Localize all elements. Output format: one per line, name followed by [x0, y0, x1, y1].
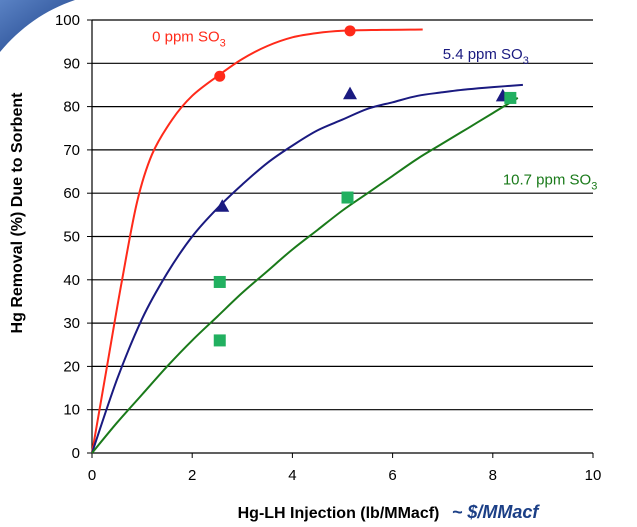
data-point-triangle: [215, 199, 230, 212]
tick-labels: 0 10 20 30 40 50 60 70 80 90 100 0 2 4 6 8 10: [55, 12, 601, 484]
x-tick-label: 4: [288, 467, 296, 484]
y-tick-label: 100: [55, 12, 80, 29]
fit-curve-red: [91, 28, 423, 454]
x-tick-label: 6: [388, 467, 396, 484]
data-point-square: [341, 191, 354, 204]
x-tick-label: 8: [489, 467, 497, 484]
fit-curve-green: [91, 97, 519, 454]
fit-curves: [91, 28, 523, 454]
axes: [87, 19, 594, 458]
x-axis-title: Hg-LH Injection (lb/MMacf): [238, 505, 440, 522]
x-tick-label: 2: [188, 467, 196, 484]
series-label-text: 10.7 ppm SO: [503, 172, 591, 189]
y-tick-label: 40: [63, 272, 80, 289]
x-tick-label: 0: [88, 467, 96, 484]
series-label-blue: 5.4 ppm SO3: [443, 46, 529, 67]
y-axis-title: Hg Removal (%) Due to Sorbent: [9, 92, 26, 334]
gridlines: [92, 19, 593, 411]
y-tick-label: 70: [63, 142, 80, 159]
data-point-circle: [214, 70, 226, 82]
fit-curve-blue: [91, 83, 523, 454]
series-label-text: 0 ppm SO: [152, 29, 220, 46]
y-tick-label: 80: [63, 99, 80, 116]
y-tick-label: 20: [63, 358, 80, 375]
series-label-red: 0 ppm SO3: [152, 29, 226, 50]
corner-swoosh-decoration: [0, 0, 75, 52]
x-tick-label: 10: [585, 467, 602, 484]
series-label-green: 10.7 ppm SO3: [503, 172, 598, 193]
data-point-triangle: [343, 86, 358, 100]
x-axis-unit-note: ~ $/MMacf: [452, 502, 541, 522]
y-tick-label: 10: [63, 402, 80, 419]
data-point-square: [504, 91, 517, 104]
data-point-circle: [344, 25, 356, 37]
data-point-square: [213, 275, 226, 288]
series-label-text: 5.4 ppm SO: [443, 46, 523, 63]
y-tick-label: 0: [72, 445, 80, 462]
data-points: [213, 25, 517, 347]
data-point-square: [213, 334, 226, 347]
y-tick-label: 60: [63, 185, 80, 202]
series-label-subscript: 3: [591, 181, 597, 193]
x-axis-title-group: Hg-LH Injection (lb/MMacf) ~ $/MMacf: [238, 502, 541, 522]
series-label-subscript: 3: [523, 55, 529, 67]
y-tick-label: 30: [63, 315, 80, 332]
series-label-subscript: 3: [220, 38, 226, 50]
y-tick-label: 90: [63, 55, 80, 72]
y-tick-label: 50: [63, 229, 80, 246]
